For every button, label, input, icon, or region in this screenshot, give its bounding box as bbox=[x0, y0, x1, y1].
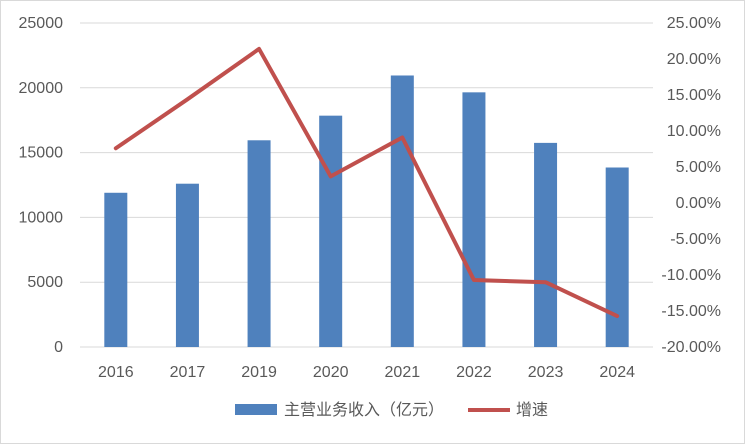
y-right-tick-label: -5.00% bbox=[670, 231, 721, 248]
y-right-tick-label: -20.00% bbox=[661, 339, 721, 356]
y-left-tick-label: 15000 bbox=[19, 145, 64, 162]
y-left-axis-ticks: 0 5000 10000 15000 20000 25000 bbox=[19, 15, 64, 356]
bar bbox=[534, 142, 558, 347]
bar-series bbox=[104, 75, 629, 347]
y-left-tick-label: 5000 bbox=[27, 274, 63, 291]
legend-line-label: 增速 bbox=[516, 400, 548, 419]
y-right-tick-label: -10.00% bbox=[661, 267, 721, 284]
y-right-tick-label: 15.00% bbox=[667, 87, 721, 104]
x-tick-label: 2024 bbox=[599, 364, 635, 381]
growth-line bbox=[113, 46, 620, 319]
y-right-tick-label: 0.00% bbox=[676, 195, 721, 212]
x-tick-label: 2019 bbox=[241, 364, 277, 381]
x-tick-label: 2020 bbox=[313, 364, 349, 381]
line-point bbox=[545, 281, 547, 283]
y-right-tick-label: 10.00% bbox=[667, 123, 721, 140]
line-point bbox=[473, 279, 475, 281]
y-right-tick-label: 5.00% bbox=[676, 159, 721, 176]
line-point bbox=[330, 175, 332, 177]
x-tick-label: 2021 bbox=[385, 364, 421, 381]
legend-bar-label: 主营业务收入（亿元） bbox=[284, 400, 444, 419]
line-series bbox=[113, 46, 620, 319]
x-axis-ticks: 2016 2017 2019 2020 2021 2022 2023 2024 bbox=[98, 364, 635, 381]
y-right-tick-label: 25.00% bbox=[667, 15, 721, 32]
legend: 主营业务收入（亿元） 增速 bbox=[235, 400, 548, 419]
line-point bbox=[186, 98, 188, 100]
y-left-tick-label: 25000 bbox=[19, 15, 64, 32]
line-point bbox=[401, 136, 403, 138]
line-point bbox=[616, 315, 618, 317]
line-point bbox=[115, 147, 117, 149]
x-tick-label: 2016 bbox=[98, 364, 134, 381]
bar bbox=[247, 140, 271, 347]
y-left-tick-label: 10000 bbox=[19, 209, 64, 226]
bar bbox=[605, 167, 629, 347]
bar bbox=[390, 75, 414, 347]
y-left-tick-label: 0 bbox=[54, 339, 63, 356]
y-right-axis-ticks: -20.00% -15.00% -10.00% -5.00% 0.00% 5.00% 10.… bbox=[661, 15, 721, 356]
legend-bar-swatch bbox=[235, 404, 277, 415]
x-tick-label: 2022 bbox=[456, 364, 492, 381]
bar bbox=[175, 183, 199, 347]
bar bbox=[462, 92, 486, 347]
x-tick-label: 2023 bbox=[528, 364, 564, 381]
y-left-tick-label: 20000 bbox=[19, 80, 64, 97]
x-tick-label: 2017 bbox=[170, 364, 206, 381]
line-point bbox=[258, 48, 260, 50]
gridlines bbox=[80, 22, 653, 348]
y-right-tick-label: -15.00% bbox=[661, 303, 721, 320]
y-right-tick-label: 20.00% bbox=[667, 51, 721, 68]
bar bbox=[319, 115, 343, 347]
bar bbox=[104, 192, 128, 347]
